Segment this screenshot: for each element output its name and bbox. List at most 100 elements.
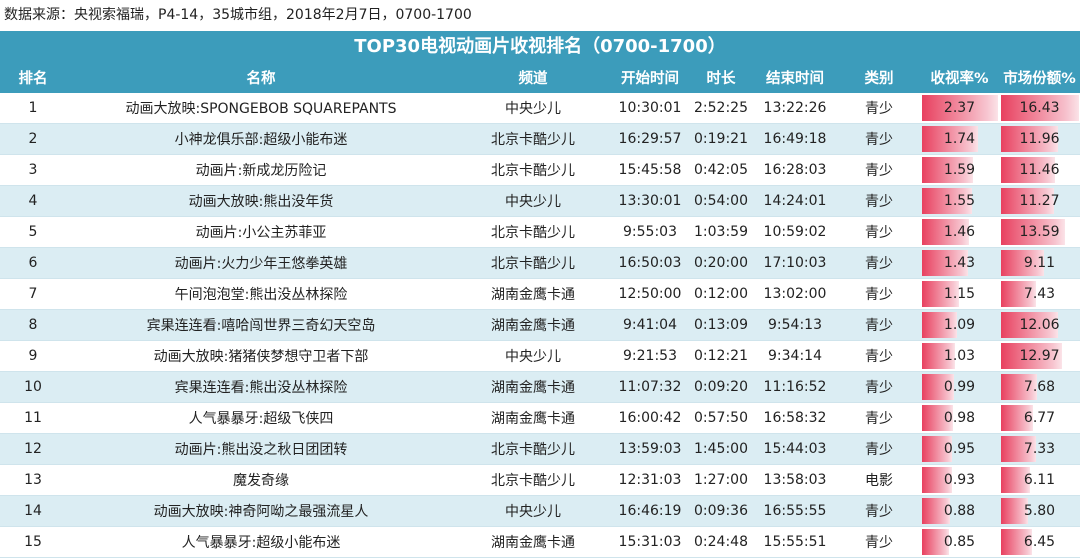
cell-rating: 0.95 [920, 433, 999, 465]
cell-name: 动画片:熊出没之秋日团团转 [66, 433, 456, 465]
column-header-end-time: 结束时间 [752, 62, 838, 93]
cell-name: 人气暴暴牙:超级小能布迷 [66, 526, 456, 558]
market-share-data-bar [1001, 405, 1034, 431]
cell-channel: 中央少儿 [456, 340, 610, 372]
table-row: 15 人气暴暴牙:超级小能布迷 湖南金鹰卡通 15:31:03 0:24:48 15:55… [0, 526, 1080, 558]
rating-value: 1.74 [943, 131, 976, 147]
cell-duration: 0:20:00 [690, 247, 752, 279]
cell-market-share: 7.68 [999, 371, 1080, 403]
market-share-value: 9.11 [1023, 255, 1056, 271]
cell-start-time: 9:41:04 [610, 309, 690, 341]
cell-rank: 3 [0, 154, 66, 186]
cell-end-time: 10:59:02 [752, 216, 838, 248]
cell-category: 青少 [838, 93, 920, 124]
table-row: 5 动画片:小公主苏菲亚 北京卡酷少儿 9:55:03 1:03:59 10:59:02 青… [0, 216, 1080, 248]
market-share-data-bar [1001, 250, 1045, 276]
column-header-name: 名称 [66, 62, 456, 93]
table-row: 11 人气暴暴牙:超级飞侠四 湖南金鹰卡通 16:00:42 0:57:50 16:58:… [0, 402, 1080, 434]
rating-value: 0.95 [943, 441, 976, 457]
cell-channel: 北京卡酷少儿 [456, 464, 610, 496]
cell-duration: 0:57:50 [690, 402, 752, 434]
market-share-data-bar [1001, 219, 1066, 245]
cell-market-share: 13.59 [999, 216, 1080, 248]
market-share-data-bar [1001, 374, 1038, 400]
rating-value: 0.99 [943, 379, 976, 395]
table-row: 10 宾果连连看:熊出没丛林探险 湖南金鹰卡通 11:07:32 0:09:20 11:1… [0, 371, 1080, 403]
table-row: 3 动画片:新成龙历险记 北京卡酷少儿 15:45:58 0:42:05 16:28:03… [0, 154, 1080, 186]
cell-duration: 0:24:48 [690, 526, 752, 558]
cell-start-time: 11:07:32 [610, 371, 690, 403]
cell-end-time: 16:55:55 [752, 495, 838, 527]
ranking-table: 排名 名称 频道 开始时间 时长 结束时间 类别 收视率% 市场份额% 1 动画大放映:SPONG… [0, 62, 1080, 558]
rating-value: 1.59 [943, 162, 976, 178]
market-share-value: 11.27 [1019, 193, 1060, 209]
cell-start-time: 9:55:03 [610, 216, 690, 248]
market-share-value: 6.77 [1023, 410, 1056, 426]
cell-category: 青少 [838, 216, 920, 248]
market-share-value: 16.43 [1019, 100, 1060, 116]
cell-category: 青少 [838, 526, 920, 558]
cell-rating: 0.88 [920, 495, 999, 527]
cell-start-time: 12:31:03 [610, 464, 690, 496]
cell-channel: 湖南金鹰卡通 [456, 309, 610, 341]
cell-channel: 湖南金鹰卡通 [456, 402, 610, 434]
column-header-rank: 排名 [0, 62, 66, 93]
cell-rank: 13 [0, 464, 66, 496]
column-header-duration: 时长 [690, 62, 752, 93]
rating-data-bar [922, 436, 953, 462]
cell-name: 小神龙俱乐部:超级小能布迷 [66, 123, 456, 155]
cell-start-time: 12:50:00 [610, 278, 690, 310]
cell-market-share: 11.46 [999, 154, 1080, 186]
market-share-value: 7.33 [1023, 441, 1056, 457]
cell-end-time: 9:34:14 [752, 340, 838, 372]
cell-category: 青少 [838, 185, 920, 217]
cell-start-time: 10:30:01 [610, 93, 690, 124]
rating-data-bar [922, 312, 957, 338]
cell-duration: 1:03:59 [690, 216, 752, 248]
rating-data-bar [922, 126, 978, 152]
cell-name: 宾果连连看:熊出没丛林探险 [66, 371, 456, 403]
market-share-value: 5.80 [1023, 503, 1056, 519]
column-header-start-time: 开始时间 [610, 62, 690, 93]
cell-start-time: 9:21:53 [610, 340, 690, 372]
table-row: 14 动画大放映:神奇阿呦之最强流星人 中央少儿 16:46:19 0:09:36 16:… [0, 495, 1080, 527]
market-share-value: 12.06 [1019, 317, 1060, 333]
cell-market-share: 7.43 [999, 278, 1080, 310]
cell-channel: 中央少儿 [456, 93, 610, 124]
cell-rating: 0.85 [920, 526, 999, 558]
rating-data-bar [922, 281, 959, 307]
market-share-data-bar [1001, 529, 1032, 555]
cell-market-share: 11.27 [999, 185, 1080, 217]
cell-start-time: 16:29:57 [610, 123, 690, 155]
rating-data-bar [922, 498, 951, 524]
cell-end-time: 15:55:51 [752, 526, 838, 558]
cell-channel: 北京卡酷少儿 [456, 216, 610, 248]
cell-end-time: 16:28:03 [752, 154, 838, 186]
cell-start-time: 13:30:01 [610, 185, 690, 217]
cell-channel: 北京卡酷少儿 [456, 433, 610, 465]
market-share-data-bar [1001, 188, 1055, 214]
cell-channel: 中央少儿 [456, 185, 610, 217]
market-share-data-bar [1001, 281, 1037, 307]
rating-value: 0.93 [943, 472, 976, 488]
cell-rating: 0.99 [920, 371, 999, 403]
market-share-data-bar [1001, 157, 1056, 183]
cell-name: 魔发奇缘 [66, 464, 456, 496]
cell-rating: 2.37 [920, 93, 999, 124]
cell-market-share: 11.96 [999, 123, 1080, 155]
rating-data-bar [922, 219, 969, 245]
cell-duration: 1:45:00 [690, 433, 752, 465]
cell-rank: 8 [0, 309, 66, 341]
cell-market-share: 6.77 [999, 402, 1080, 434]
cell-rank: 6 [0, 247, 66, 279]
market-share-data-bar [1001, 436, 1036, 462]
cell-duration: 0:13:09 [690, 309, 752, 341]
cell-market-share: 6.45 [999, 526, 1080, 558]
cell-rating: 1.43 [920, 247, 999, 279]
rating-value: 1.03 [943, 348, 976, 364]
cell-market-share: 16.43 [999, 93, 1080, 124]
table-row: 9 动画大放映:猪猪侠梦想守卫者下部 中央少儿 9:21:53 0:12:21 9:34:… [0, 340, 1080, 372]
cell-rating: 0.98 [920, 402, 999, 434]
cell-rating: 1.74 [920, 123, 999, 155]
cell-channel: 北京卡酷少儿 [456, 154, 610, 186]
